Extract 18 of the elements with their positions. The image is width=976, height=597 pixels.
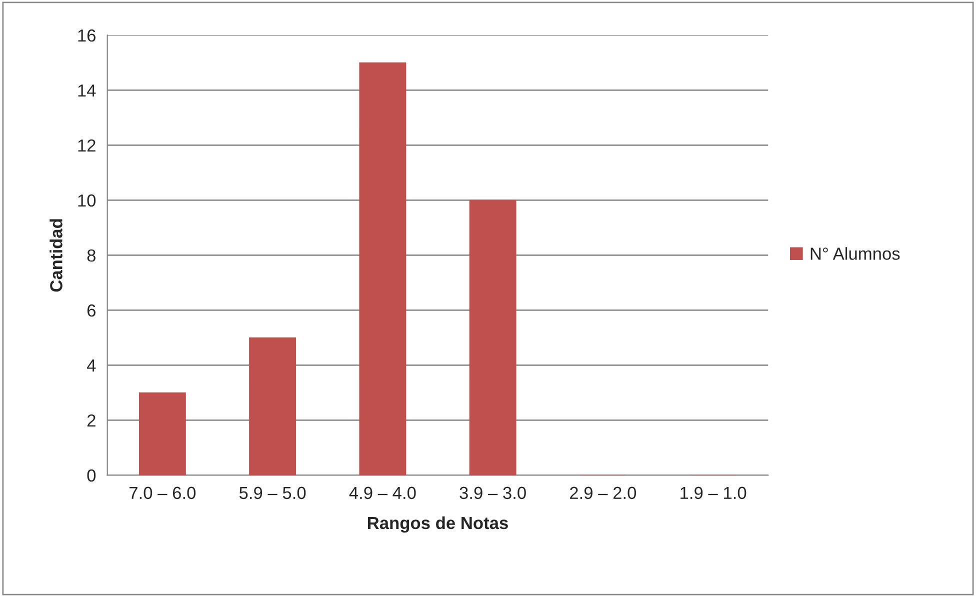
y-tick-label: 16 <box>78 29 96 42</box>
y-tick-label: 6 <box>87 304 96 317</box>
y-tick-label: 2 <box>87 414 96 427</box>
y-tick-label: 12 <box>78 139 96 152</box>
x-tick-label: 4.9 – 4.0 <box>349 486 416 500</box>
x-tick-label: 5.9 – 5.0 <box>239 486 306 500</box>
legend-label: N° Alumnos <box>810 247 900 260</box>
x-tick-label: 7.0 – 6.0 <box>130 486 196 500</box>
y-tick-label: 4 <box>86 360 96 372</box>
y-tick-label: 14 <box>78 84 96 97</box>
x-tick-label: 3.9 – 3.0 <box>460 486 526 500</box>
y-tick-label: 0 <box>87 469 96 482</box>
x-axis-title: Rangos de Notas <box>368 516 508 533</box>
y-tick-label: 10 <box>78 194 96 207</box>
y-tick-label: 8 <box>87 249 96 262</box>
x-tick-label: 1.9 – 1.0 <box>680 486 746 500</box>
x-tick-label: 2.9 – 2.0 <box>570 486 636 500</box>
y-axis-title: Cantidad <box>50 219 62 292</box>
